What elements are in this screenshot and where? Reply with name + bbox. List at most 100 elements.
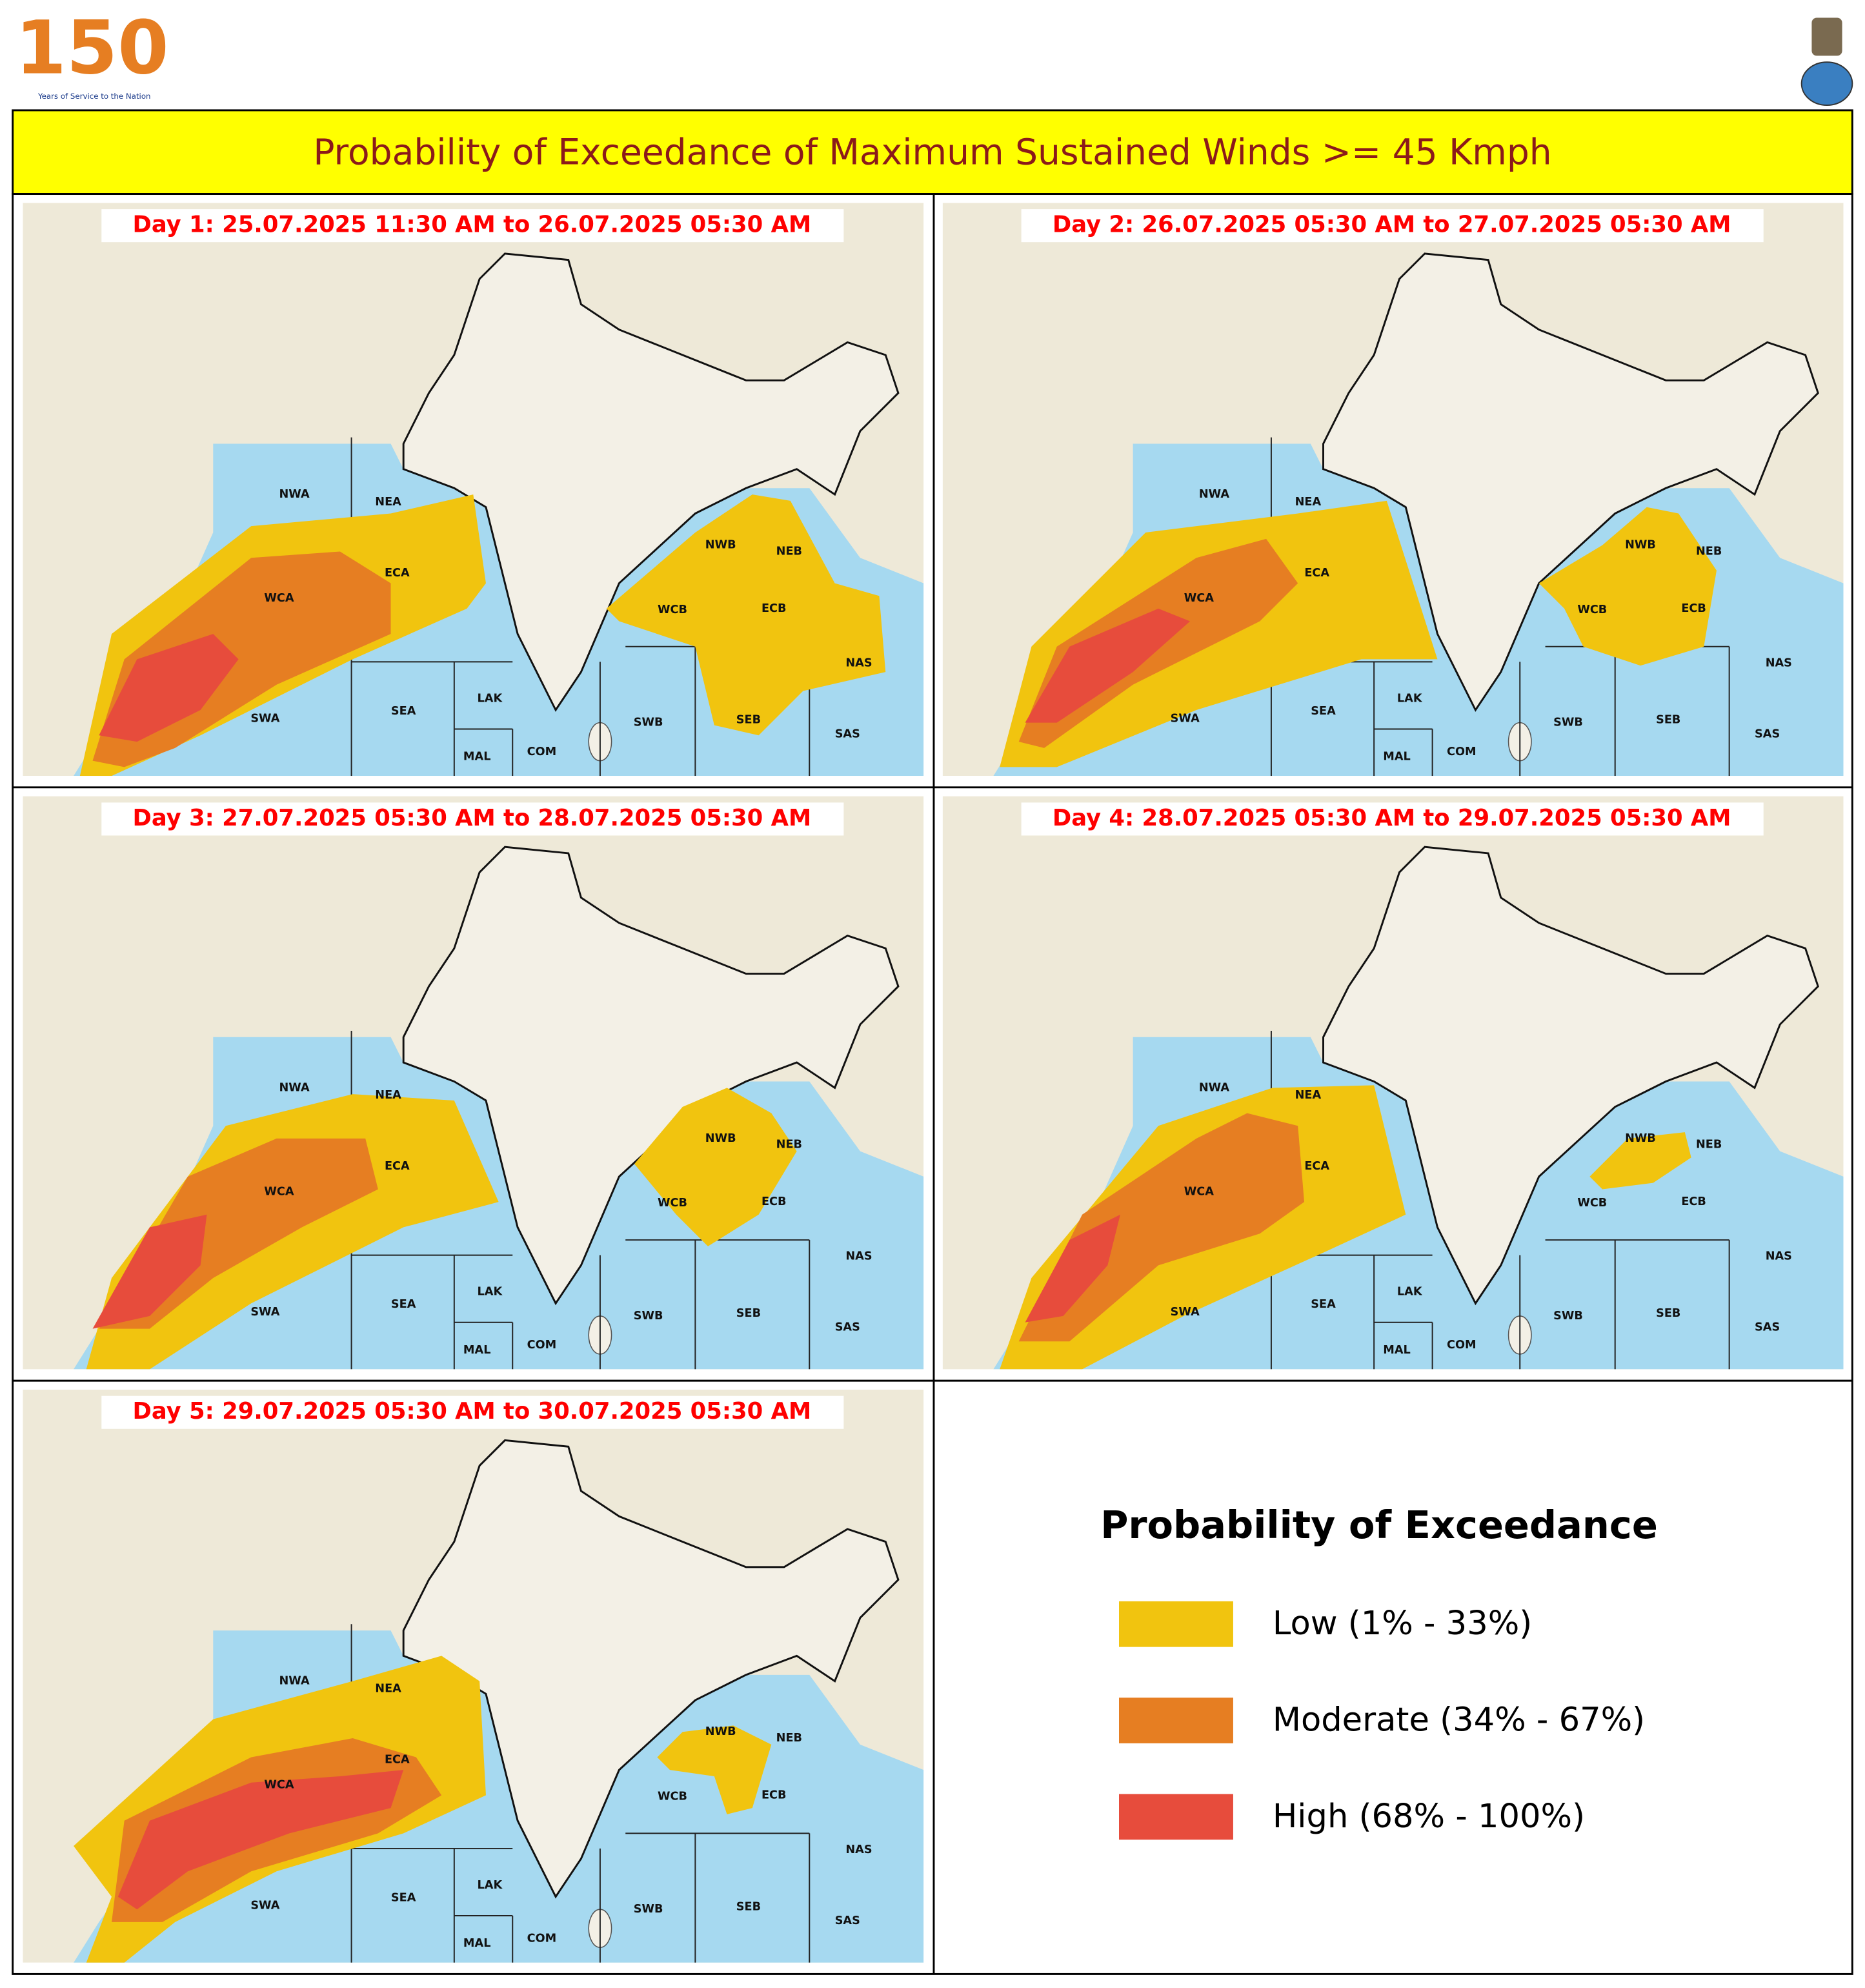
map: NWA NEA ECA WCA SWA SEA LAK MAL COM SWB SEB NAS SAS N…	[942, 796, 1844, 1370]
day-title: Day 1: 25.07.2025 11:30 AM to 26.07.2025…	[133, 212, 812, 238]
region-label: ECA	[385, 1753, 410, 1766]
region-label: MAL	[1383, 751, 1411, 764]
region-label: SWB	[634, 1903, 663, 1916]
region-label: ECA	[1304, 567, 1329, 580]
region-label: NWB	[705, 1132, 736, 1145]
region-label: WCA	[1184, 1185, 1214, 1198]
region-label: NAS	[1766, 1250, 1792, 1263]
legend-label: High (68% - 100%)	[1273, 1798, 1585, 1836]
probability-area	[99, 634, 239, 742]
page-title: Probability of Exceedance of Maximum Sus…	[313, 132, 1551, 173]
region-label: MAL	[463, 1937, 491, 1950]
probability-area	[117, 1770, 404, 1910]
india	[1322, 846, 1819, 1306]
region-label: ECA	[1304, 1160, 1329, 1173]
region-label: SEB	[736, 1900, 761, 1913]
region-label: SEA	[391, 1298, 416, 1311]
region-label: SWB	[1553, 716, 1583, 729]
region-label: ECB	[1681, 1195, 1706, 1208]
region-label: NAS	[845, 656, 872, 669]
region-label: ECA	[385, 567, 410, 580]
region-label: SWA	[1171, 1306, 1200, 1319]
region-label: SEB	[736, 1307, 761, 1320]
map-panel: NWA NEA ECA WCA SWA SEA LAK MAL COM SWB SEB NAS SAS N…	[23, 796, 924, 1370]
day-title: Day 2: 26.07.2025 05:30 AM to 27.07.2025…	[1053, 212, 1731, 238]
region-label: NEB	[1696, 545, 1722, 558]
region-label: WCB	[658, 1790, 687, 1803]
title-bar	[12, 109, 1853, 196]
region-label: NEB	[776, 1732, 802, 1745]
region-label: SWA	[1171, 713, 1200, 725]
region-label: LAK	[1397, 1286, 1423, 1299]
region-label: NAS	[845, 1250, 872, 1263]
day-title: Day 5: 29.07.2025 05:30 AM to 30.07.2025…	[133, 1398, 812, 1425]
region-label: NWA	[279, 1675, 310, 1688]
region-label: NAS	[845, 1843, 872, 1856]
region-label: NWA	[1199, 1081, 1230, 1094]
region-label: NEB	[1696, 1139, 1722, 1151]
probability-area	[1025, 1214, 1120, 1323]
india	[402, 846, 900, 1306]
legend-swatch	[1119, 1601, 1233, 1647]
region-label: SEA	[1311, 705, 1336, 718]
region-label: SEA	[391, 1892, 416, 1905]
logo-number: 150	[15, 5, 169, 91]
region-label: SEB	[1656, 714, 1680, 727]
legend-label: Low (1% - 33%)	[1273, 1605, 1532, 1643]
logo-text: Years of Service to the Nation	[37, 92, 151, 101]
region-label: NEA	[375, 496, 401, 509]
region-label: SWA	[250, 713, 279, 725]
day-title-box	[101, 209, 844, 243]
region-label: ECB	[1681, 602, 1706, 615]
region-label: MAL	[463, 1344, 491, 1357]
day-title-box	[101, 802, 844, 836]
region-label: NWA	[1199, 488, 1230, 501]
india	[402, 252, 900, 712]
map-panel: NWA NEA ECA WCA SWA SEA LAK MAL COM SWB SEB NAS SAS N…	[942, 203, 1844, 776]
region-label: ECB	[761, 602, 787, 615]
region-label: SWA	[250, 1899, 279, 1912]
day-title-box	[1021, 802, 1764, 836]
region-label: NEA	[1295, 1089, 1322, 1102]
region-label: WCB	[1577, 604, 1607, 616]
region-label: SWB	[634, 716, 663, 729]
legend-title: Probability of Exceedance	[1100, 1503, 1658, 1547]
legend-swatch	[1119, 1698, 1233, 1743]
region-label: LAK	[478, 1879, 503, 1892]
region-label: COM	[1447, 1339, 1477, 1352]
region-label: SAS	[1755, 727, 1780, 740]
region-label: COM	[1447, 746, 1477, 758]
probability-area	[92, 1214, 207, 1329]
region-label: NEB	[776, 545, 802, 558]
region-label: COM	[527, 1932, 557, 1945]
region-label: LAK	[1397, 692, 1423, 705]
region-label: SAS	[835, 727, 860, 740]
probability-area	[1538, 507, 1717, 666]
region-label: NEA	[1295, 496, 1322, 509]
region-label: SAS	[1755, 1321, 1780, 1334]
region-label: WCB	[658, 604, 687, 616]
region-label: NWA	[279, 488, 310, 501]
probability-area	[634, 1088, 797, 1246]
region-label: SEB	[736, 714, 761, 727]
map: NWA NEA ECA WCA SWA SEA LAK MAL COM SWB SEB NAS SAS N…	[23, 203, 924, 776]
map: NWA NEA ECA WCA SWA SEA LAK MAL COM SWB SEB NAS SAS N…	[942, 203, 1844, 776]
region-label: SAS	[835, 1321, 860, 1334]
panel-grid	[12, 193, 1853, 1975]
region-label: NWB	[1625, 539, 1656, 552]
region-label: WCB	[1577, 1197, 1607, 1210]
region-label: NWB	[705, 1725, 736, 1738]
map-panel: NWA NEA ECA WCA SWA SEA LAK MAL COM SWB SEB NAS SAS N…	[23, 1389, 924, 1963]
region-label: SWB	[1553, 1310, 1583, 1323]
region-label: NWA	[279, 1081, 310, 1094]
region-label: SEA	[391, 705, 416, 718]
region-label: COM	[527, 746, 557, 758]
map-panel: NWA NEA ECA WCA SWA SEA LAK MAL COM SWB SEB NAS SAS N…	[23, 203, 924, 776]
region-label: NAS	[1766, 656, 1792, 669]
region-label: SWB	[634, 1310, 663, 1323]
region-label: WCA	[1184, 592, 1214, 605]
region-label: WCA	[264, 592, 294, 605]
region-label: MAL	[1383, 1344, 1411, 1357]
